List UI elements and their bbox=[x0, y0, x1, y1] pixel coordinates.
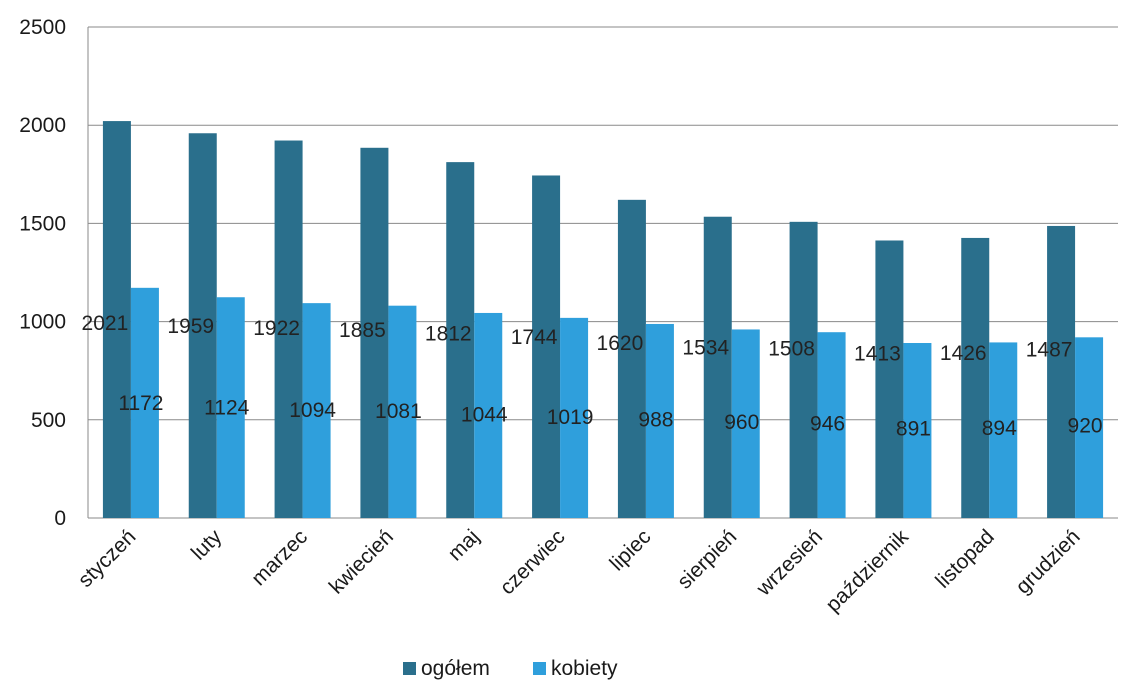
x-category-label: marzec bbox=[247, 525, 312, 590]
bar-ogolem bbox=[617, 199, 646, 518]
x-category-label: wrzesień bbox=[752, 525, 828, 601]
y-tick-label: 2500 bbox=[19, 16, 66, 39]
data-label: 1094 bbox=[289, 399, 336, 422]
bar-kobiety bbox=[989, 342, 1018, 518]
y-tick-label: 2000 bbox=[19, 114, 66, 137]
bar-kobiety bbox=[645, 323, 674, 518]
y-axis-ticks: 0 500 1000 1500 2000 2500 bbox=[19, 16, 66, 530]
x-category-label: lipiec bbox=[605, 525, 655, 575]
data-label: 1812 bbox=[425, 322, 472, 345]
bar-ogolem bbox=[532, 175, 561, 518]
data-label: 1885 bbox=[339, 319, 386, 342]
gridlines bbox=[87, 26, 1118, 519]
bar-ogolem bbox=[789, 221, 818, 518]
bar-ogolem bbox=[360, 147, 389, 518]
x-category-label: czerwiec bbox=[496, 525, 570, 599]
data-label: 1019 bbox=[547, 406, 594, 429]
bar-kobiety bbox=[216, 297, 245, 518]
bar-ogolem bbox=[1047, 225, 1076, 519]
data-label: 1922 bbox=[253, 317, 300, 340]
y-tick-label: 1500 bbox=[19, 212, 66, 235]
data-label: 1487 bbox=[1026, 339, 1073, 362]
data-label: 1124 bbox=[204, 396, 249, 419]
data-labels: 2021 1172 1959 1124 1922 1094 1885 1081 1812 1044… bbox=[82, 312, 1103, 440]
x-category-label: październik bbox=[822, 525, 914, 617]
bar-kobiety bbox=[731, 329, 760, 518]
y-tick-label: 1000 bbox=[19, 311, 66, 334]
bar-ogolem bbox=[188, 133, 217, 519]
legend-swatch bbox=[533, 662, 546, 675]
data-label: 1534 bbox=[682, 336, 729, 359]
data-label: 1508 bbox=[768, 338, 815, 361]
x-category-label: listopad bbox=[931, 525, 998, 592]
bar-kobiety bbox=[560, 317, 589, 518]
y-tick-label: 500 bbox=[31, 409, 66, 432]
bar-ogolem bbox=[961, 237, 990, 518]
bar-kobiety bbox=[302, 303, 331, 518]
x-category-label: maj bbox=[444, 525, 484, 565]
data-label: 1744 bbox=[511, 326, 558, 349]
data-label: 1959 bbox=[167, 315, 214, 338]
x-category-label: kwiecień bbox=[325, 525, 398, 598]
x-category-label: luty bbox=[187, 525, 227, 565]
x-axis-categories: styczeń luty marzec kwiecień maj czerwiec lipi… bbox=[74, 525, 1085, 617]
bar-ogolem bbox=[703, 216, 732, 518]
data-label: 988 bbox=[638, 409, 673, 432]
bars bbox=[102, 121, 1104, 519]
y-tick-label: 0 bbox=[54, 507, 66, 530]
data-label: 891 bbox=[896, 417, 931, 440]
bar-ogolem bbox=[446, 162, 475, 518]
data-label: 960 bbox=[724, 411, 759, 434]
data-label: 920 bbox=[1068, 415, 1103, 438]
bar-ogolem bbox=[102, 121, 131, 519]
legend: ogółem kobiety bbox=[403, 657, 618, 680]
data-label: 946 bbox=[810, 412, 845, 435]
data-label: 1081 bbox=[375, 400, 422, 423]
bar-kobiety bbox=[474, 312, 503, 518]
data-label: 2021 bbox=[82, 312, 129, 335]
data-label: 1044 bbox=[461, 404, 508, 427]
legend-label: kobiety bbox=[551, 657, 618, 680]
x-category-label: grudzień bbox=[1011, 525, 1084, 598]
data-label: 1172 bbox=[118, 392, 163, 415]
legend-label: ogółem bbox=[421, 657, 490, 680]
bar-ogolem bbox=[875, 240, 904, 518]
bar-kobiety bbox=[1075, 337, 1104, 518]
bar-kobiety bbox=[388, 305, 417, 518]
data-label: 1413 bbox=[854, 342, 901, 365]
bar-ogolem bbox=[274, 140, 303, 518]
x-category-label: sierpień bbox=[673, 525, 741, 593]
bar-kobiety bbox=[903, 343, 932, 518]
data-label: 894 bbox=[982, 417, 1017, 440]
bar-kobiety bbox=[817, 332, 846, 518]
bar-kobiety bbox=[130, 287, 159, 518]
data-label: 1620 bbox=[597, 332, 644, 355]
data-label: 1426 bbox=[940, 342, 987, 365]
x-category-label: styczeń bbox=[74, 525, 141, 592]
legend-swatch bbox=[403, 662, 416, 675]
